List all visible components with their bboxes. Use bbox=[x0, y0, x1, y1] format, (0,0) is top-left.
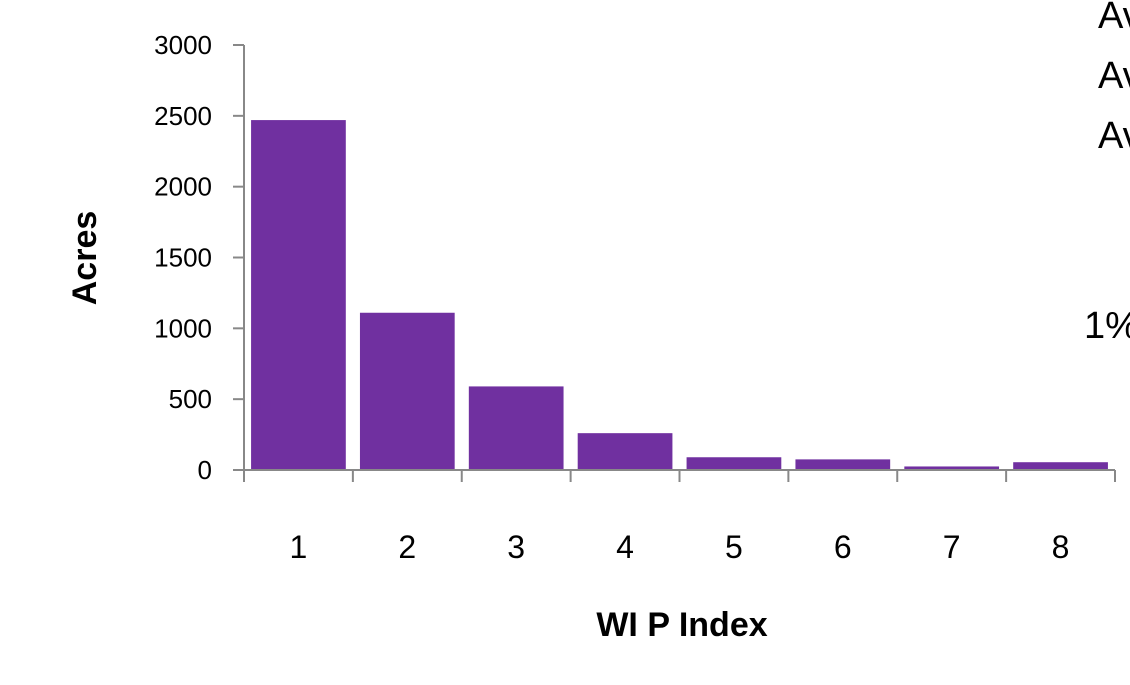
y-tick-label-5: 2500 bbox=[154, 101, 212, 131]
bar-7 bbox=[904, 466, 1000, 470]
side-text-line-2: Av bbox=[1098, 55, 1130, 97]
side-text-line-3: Av bbox=[1098, 115, 1130, 157]
side-text-line-1: Av bbox=[1098, 0, 1130, 37]
x-axis-ticks bbox=[243, 470, 1116, 482]
x-tick-label-5: 5 bbox=[725, 529, 743, 565]
bars bbox=[251, 120, 1108, 470]
y-axis-title: Acres bbox=[66, 211, 104, 306]
x-axis-title: WI P Index bbox=[596, 606, 767, 644]
bar-2 bbox=[359, 312, 455, 470]
bar-5 bbox=[686, 457, 782, 470]
bar-6 bbox=[795, 459, 891, 470]
bar-8 bbox=[1013, 462, 1108, 470]
y-tick-label-1: 500 bbox=[169, 384, 212, 414]
bar-3 bbox=[468, 386, 564, 470]
y-tick-label-4: 2000 bbox=[154, 172, 212, 202]
y-tick-label-3: 1500 bbox=[154, 243, 212, 273]
y-axis-ticks bbox=[233, 44, 244, 471]
y-tick-label-0: 0 bbox=[198, 455, 212, 485]
x-tick-label-3: 3 bbox=[507, 529, 525, 565]
x-tick-label-7: 7 bbox=[943, 529, 961, 565]
x-tick-label-1: 1 bbox=[290, 529, 308, 565]
x-tick-label-4: 4 bbox=[616, 529, 634, 565]
bar-4 bbox=[577, 433, 673, 470]
x-axis-tick-labels: 1 2 3 4 5 6 7 8 bbox=[290, 529, 1070, 565]
x-tick-label-2: 2 bbox=[398, 529, 416, 565]
side-text-line-4: 1% bbox=[1084, 305, 1130, 347]
y-tick-label-2: 1000 bbox=[154, 313, 212, 343]
x-tick-label-8: 8 bbox=[1052, 529, 1070, 565]
bar-1 bbox=[251, 120, 346, 470]
x-tick-label-6: 6 bbox=[834, 529, 852, 565]
y-tick-label-6: 3000 bbox=[154, 30, 212, 60]
y-axis-tick-labels: 0 500 1000 1500 2000 2500 3000 bbox=[154, 30, 212, 485]
